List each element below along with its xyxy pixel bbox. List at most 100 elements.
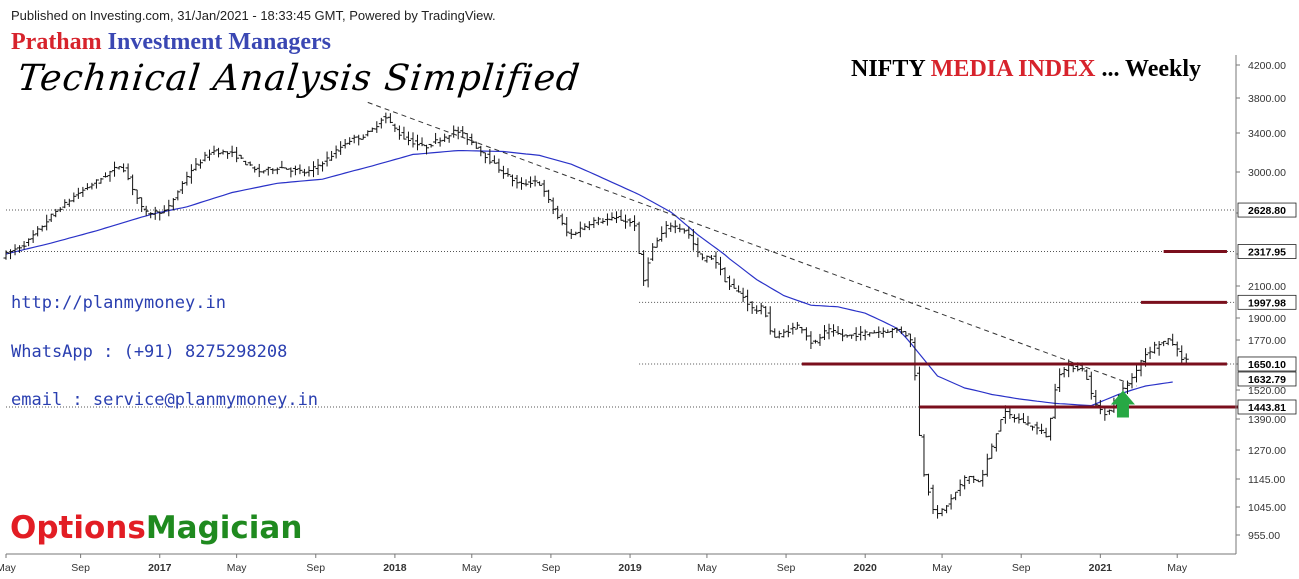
x-tick-label: Sep: [71, 562, 90, 574]
x-tick-label: May: [0, 562, 17, 574]
price-bar: [971, 475, 977, 483]
price-bar: [12, 244, 18, 256]
price-bar: [600, 218, 606, 224]
brand-name-part1: Pratham: [11, 29, 102, 55]
y-tick-label: 3000.00: [1248, 167, 1286, 179]
price-bar: [496, 158, 502, 173]
price-bar: [736, 285, 742, 293]
price-bar: [993, 433, 999, 452]
level-label: 1997.98: [1237, 294, 1297, 310]
x-tick-label: May: [1167, 562, 1188, 574]
price-bar: [1088, 371, 1094, 400]
price-bar: [632, 215, 638, 232]
price-bar: [686, 226, 692, 239]
price-bar: [320, 161, 326, 172]
level-label: 1650.10: [1237, 356, 1297, 372]
price-bar: [528, 176, 534, 188]
price-bar: [505, 168, 511, 177]
price-bar: [989, 443, 995, 459]
price-bar: [546, 189, 552, 204]
level-label-text: 1632.79: [1248, 374, 1286, 386]
whatsapp-contact: WhatsApp : (+91) 8275298208: [11, 342, 288, 362]
price-bar: [301, 168, 307, 177]
y-tick-label: 1900.00: [1248, 313, 1286, 325]
price-bar: [428, 143, 434, 148]
price-bar: [202, 151, 208, 162]
website-link[interactable]: http://planmymoney.in: [11, 293, 226, 313]
price-bar: [292, 165, 298, 176]
price-bar: [98, 177, 104, 184]
price-bar: [329, 150, 335, 161]
price-bar: [623, 214, 629, 229]
price-bar: [75, 187, 81, 199]
price-bar: [862, 329, 868, 341]
tagline: Technical Analysis Simplified: [15, 58, 583, 99]
price-bar: [188, 164, 194, 184]
x-tick-label: 2020: [854, 562, 878, 574]
email-contact[interactable]: email : service@planmymoney.in: [11, 390, 319, 410]
price-bar: [487, 149, 493, 165]
y-tick-label: 1270.00: [1248, 445, 1286, 457]
level-label-text: 1650.10: [1248, 359, 1286, 371]
price-bar: [184, 171, 190, 186]
price-bar: [324, 151, 330, 167]
price-bar: [817, 333, 823, 346]
price-bar: [121, 163, 127, 173]
price-bar: [1061, 367, 1067, 378]
level-label: 2628.80: [1237, 202, 1297, 218]
price-bar: [401, 126, 407, 140]
price-bar: [383, 112, 389, 124]
price-bar: [790, 322, 796, 335]
level-label-text: 2628.80: [1248, 205, 1286, 217]
price-bar: [170, 198, 176, 211]
price-bar: [1179, 345, 1185, 363]
price-bar: [247, 161, 253, 166]
price-bar: [143, 205, 149, 216]
x-tick-label: Sep: [306, 562, 325, 574]
price-bar: [482, 152, 488, 164]
price-bar: [727, 275, 733, 290]
price-bar: [80, 186, 86, 197]
price-bar: [853, 327, 859, 342]
price-bar: [238, 154, 244, 160]
level-label-text: 1443.81: [1248, 402, 1286, 414]
price-bar: [794, 321, 800, 330]
y-tick-label: 1520.00: [1248, 385, 1286, 397]
price-bar: [44, 214, 50, 231]
price-bar: [767, 306, 773, 335]
price-bar: [984, 453, 990, 477]
price-bar: [206, 149, 212, 161]
published-note: Published on Investing.com, 31/Jan/2021 …: [11, 8, 496, 23]
x-tick-label: 2021: [1089, 562, 1113, 574]
price-bar: [681, 228, 687, 234]
price-bar: [636, 221, 642, 255]
price-bar: [315, 158, 321, 176]
price-bar: [197, 159, 203, 169]
price-bar: [858, 326, 864, 341]
brand-name-part2: Investment Managers: [107, 29, 331, 55]
brand-title: Pratham Investment Managers: [11, 29, 331, 56]
x-tick-label: May: [932, 562, 953, 574]
price-bar: [424, 144, 430, 155]
price-bar: [609, 212, 615, 221]
x-tick-label: 2019: [618, 562, 642, 574]
price-bar: [21, 241, 27, 250]
x-tick-label: 2018: [383, 562, 407, 574]
price-bar: [347, 137, 353, 145]
price-bar: [948, 494, 954, 510]
price-bar: [849, 334, 855, 339]
y-tick-label: 955.00: [1248, 530, 1280, 542]
price-bar: [717, 256, 723, 276]
price-bar: [559, 213, 565, 226]
price-bar: [53, 208, 59, 218]
price-bar: [139, 197, 145, 212]
price-bar: [17, 245, 23, 253]
price-bar: [912, 337, 918, 381]
price-bar: [71, 192, 77, 203]
price-bar: [618, 209, 624, 221]
x-tick-label: May: [227, 562, 248, 574]
up-arrow-icon: [1110, 390, 1135, 418]
chart-title-part1: NIFTY: [851, 56, 931, 82]
